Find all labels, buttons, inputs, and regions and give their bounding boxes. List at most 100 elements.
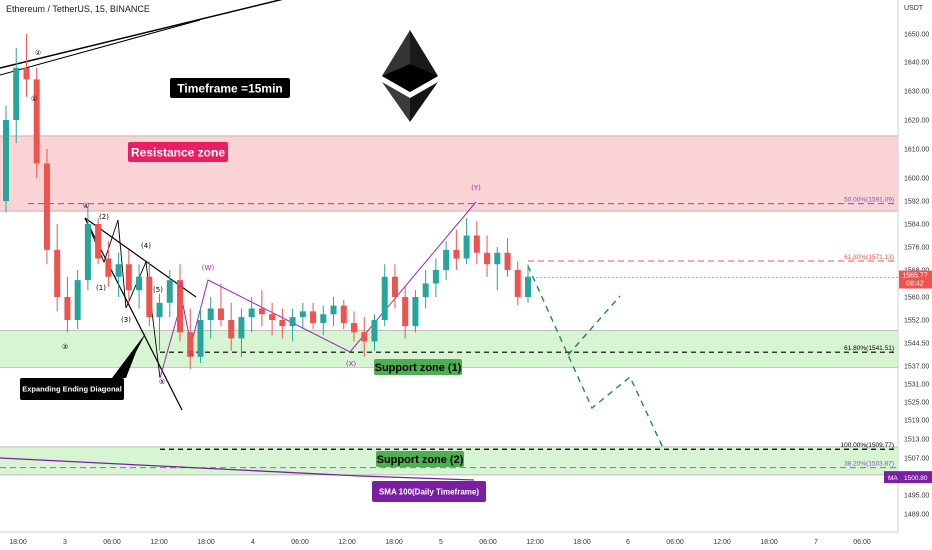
y-tick-label: 1620.00 (904, 118, 929, 125)
candle-body (33, 79, 40, 164)
candle-body (84, 224, 91, 281)
candle-body (330, 305, 337, 315)
x-tick-label: 06:00 (103, 539, 121, 546)
wave-label: (Y) (471, 184, 481, 192)
current-price-tag (899, 270, 932, 289)
candle-body (525, 276, 531, 297)
x-tick-label: 18:00 (197, 539, 215, 546)
y-axis-unit: USDT (904, 5, 924, 12)
wave-label: ① (31, 95, 37, 103)
support-zone-1-label-box (374, 359, 462, 375)
candle-body (299, 311, 306, 318)
y-tick-label: 1630.00 (904, 89, 929, 96)
candle-body (115, 264, 122, 277)
candle-body (381, 276, 388, 320)
upper-trendline (0, 0, 283, 69)
candle-body (166, 280, 173, 303)
wave-label: (1) (96, 284, 106, 292)
candle-body (125, 264, 132, 291)
y-tick-label: 1600.00 (904, 176, 929, 183)
y-tick-label: 1560.00 (904, 295, 929, 302)
wave-label: B (190, 350, 195, 358)
x-tick-label: 06:00 (479, 539, 497, 546)
ma-tag-name: MA (888, 475, 898, 482)
diagonal-callout-pointer (112, 333, 146, 378)
candle-body (463, 235, 470, 259)
fib-label-1: 61.80%(1571.13) (844, 254, 894, 261)
candle-body (228, 320, 235, 339)
x-tick-label: 6 (626, 539, 630, 546)
candle-body (156, 302, 163, 318)
current-price-countdown: 08:42 (906, 281, 924, 288)
current-price-value: 1565.77 (902, 273, 927, 280)
candle-body (422, 283, 429, 297)
candle-body (443, 249, 450, 270)
ending-diagonal-label-box (20, 378, 124, 400)
candle-body (504, 252, 511, 270)
candle-body (289, 317, 296, 327)
x-tick-label: 18:00 (573, 539, 591, 546)
fib-label-0: 50.00%(1591.09) (844, 197, 894, 204)
wave-label: ③ (62, 343, 68, 351)
sma-line (0, 457, 475, 481)
y-tick-label: 1507.00 (904, 456, 929, 463)
sma-label: SMA 100(Daily Timeframe) (379, 487, 479, 496)
candle-body (3, 120, 9, 201)
upper-trendline-2 (0, 19, 201, 76)
resistance-zone-label-box (128, 142, 228, 162)
wave-label: ② (35, 49, 41, 57)
ma-tag (884, 471, 932, 484)
candle-body (238, 317, 245, 339)
fib-label-4: 38.20%(1503.87) (844, 461, 894, 468)
candle-body (371, 320, 378, 342)
candle-body (95, 224, 102, 259)
x-tick-label: 3 (63, 539, 67, 546)
sma-label-box (372, 481, 486, 502)
wave-label: (2) (99, 213, 109, 221)
wave-label: ⑤ (159, 378, 165, 386)
support-zone-1-label: Support zone (1) (375, 362, 462, 374)
candle-body (207, 308, 214, 320)
y-tick-label: 1592.00 (904, 199, 929, 206)
candle-body (361, 332, 368, 342)
x-tick-label: 06:00 (291, 539, 309, 546)
x-tick-label: 12:00 (526, 539, 544, 546)
candle-body (279, 320, 286, 327)
projection-path (527, 265, 665, 451)
x-tick-label: 4 (251, 539, 255, 546)
ethereum-logo-icon (382, 30, 438, 122)
y-tick-label: 1531.00 (904, 382, 929, 389)
candle-body (269, 314, 276, 320)
candle-body (351, 323, 357, 333)
y-tick-label: 1537.00 (904, 364, 929, 371)
ma-tag-value: 1500.80 (904, 475, 928, 482)
diagonal-lower-line (84, 217, 183, 411)
candle-body (217, 308, 224, 320)
y-tick-label: 1525.00 (904, 400, 929, 407)
candle-body (320, 314, 327, 324)
projection-alt-path (567, 295, 621, 356)
y-tick-label: 1519.00 (904, 418, 929, 425)
candle-body (484, 252, 491, 265)
wave-label: ④ (83, 202, 89, 210)
y-tick-label: 1489.00 (904, 512, 929, 519)
y-tick-label: 1650.00 (904, 32, 929, 39)
wave-label: (5) (153, 286, 163, 294)
timeframe-label-box (170, 78, 290, 98)
candle-body (54, 249, 61, 297)
wave-label: (4) (141, 242, 151, 250)
candle-body (146, 276, 153, 318)
y-tick-label: 1552.00 (904, 318, 929, 325)
timeframe-label: Timeframe =15min (177, 81, 283, 95)
candle-body (412, 297, 419, 327)
x-tick-label: 12:00 (338, 539, 356, 546)
wave-label: A (179, 282, 184, 290)
x-tick-label: 18:00 (385, 539, 403, 546)
candle-body (340, 305, 347, 324)
fib-label-3: 100.00%(1509.77) (841, 442, 895, 449)
candle-body (136, 276, 143, 291)
wave-label: (3) (121, 316, 131, 324)
candle-body (514, 270, 521, 297)
candle-body (177, 280, 183, 333)
